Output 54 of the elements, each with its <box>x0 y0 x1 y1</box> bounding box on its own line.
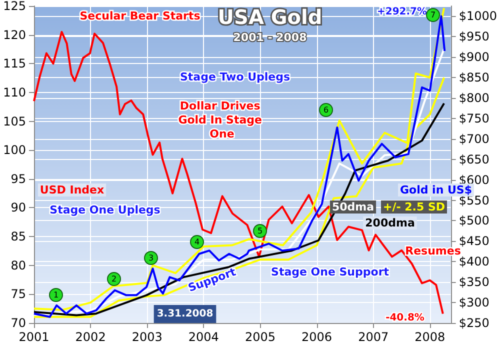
y2-tick-label: $900 <box>458 50 490 64</box>
y2-tick-label: $850 <box>458 70 490 85</box>
annotation: 7 <box>430 10 436 20</box>
x-tick-label: 2008 <box>414 330 446 344</box>
y-tick-label: 90 <box>10 200 26 215</box>
x-tick-label: 2006 <box>302 330 332 344</box>
annotation: Stage One Uplegs <box>50 204 161 216</box>
y-tick-label: 80 <box>10 258 26 272</box>
y2-tick-label: $450 <box>458 234 490 248</box>
annotation: Resumes <box>405 244 462 258</box>
annotation: 4 <box>194 238 200 246</box>
y-tick-label: 95 <box>10 172 26 186</box>
text: Gold in US$ <box>400 184 472 196</box>
y-tick-label: 75 <box>10 287 26 302</box>
y-tick-label: 85 <box>10 230 26 244</box>
x-tick-label: 2002 <box>75 330 106 344</box>
annotation: 3.31.2008 <box>156 308 214 320</box>
text: +/- 2.5 SD <box>383 200 445 214</box>
annotation: 1 <box>53 290 59 300</box>
x-tick-label: 2003 <box>132 330 162 344</box>
annotation: -40.8% <box>386 312 424 324</box>
series-label: 50dma <box>332 200 374 214</box>
y-tick-label: 110 <box>3 85 26 100</box>
annotation: Stage One Support <box>271 266 389 278</box>
y2-tick-label: $700 <box>458 132 490 146</box>
y-tick-label: 70 <box>10 316 26 330</box>
text: 200dma <box>365 216 415 230</box>
y2-tick-label: $500 <box>458 214 490 228</box>
y2-tick-label: $800 <box>458 91 490 106</box>
y2-tick-label: $300 <box>458 296 490 310</box>
y2-tick-label: $750 <box>458 111 490 126</box>
text: USD Index <box>40 184 104 196</box>
x-tick-label: 2004 <box>188 330 219 344</box>
y2-tick-label: $400 <box>458 254 490 269</box>
y2-tick-label: $650 <box>458 152 490 166</box>
annotation: Dollar Drives Gold In Stage One <box>178 100 266 140</box>
annotation: Secular Bear Starts <box>80 10 201 22</box>
annotation: 2 <box>111 274 117 284</box>
annotation: 5 <box>257 226 263 236</box>
y-tick-label: 125 <box>3 0 26 13</box>
y-tick-label: 115 <box>3 56 26 71</box>
x-tick-label: 2001 <box>18 330 50 344</box>
y2-tick-label: $1000 <box>458 9 498 24</box>
y-tick-label: 100 <box>3 143 26 158</box>
x-tick-label: 2007 <box>358 330 389 344</box>
annotation: 6 <box>323 106 329 114</box>
x-tick-label: 2005 <box>244 330 276 344</box>
y2-tick-label: $250 <box>458 316 490 330</box>
y2-tick-label: $350 <box>458 275 490 290</box>
y2-tick-label: $950 <box>458 30 490 44</box>
y-tick-label: 105 <box>3 114 26 128</box>
y-tick-label: 120 <box>3 28 26 42</box>
annotation: 3 <box>148 254 154 262</box>
annotation: +292.7% <box>376 6 428 18</box>
